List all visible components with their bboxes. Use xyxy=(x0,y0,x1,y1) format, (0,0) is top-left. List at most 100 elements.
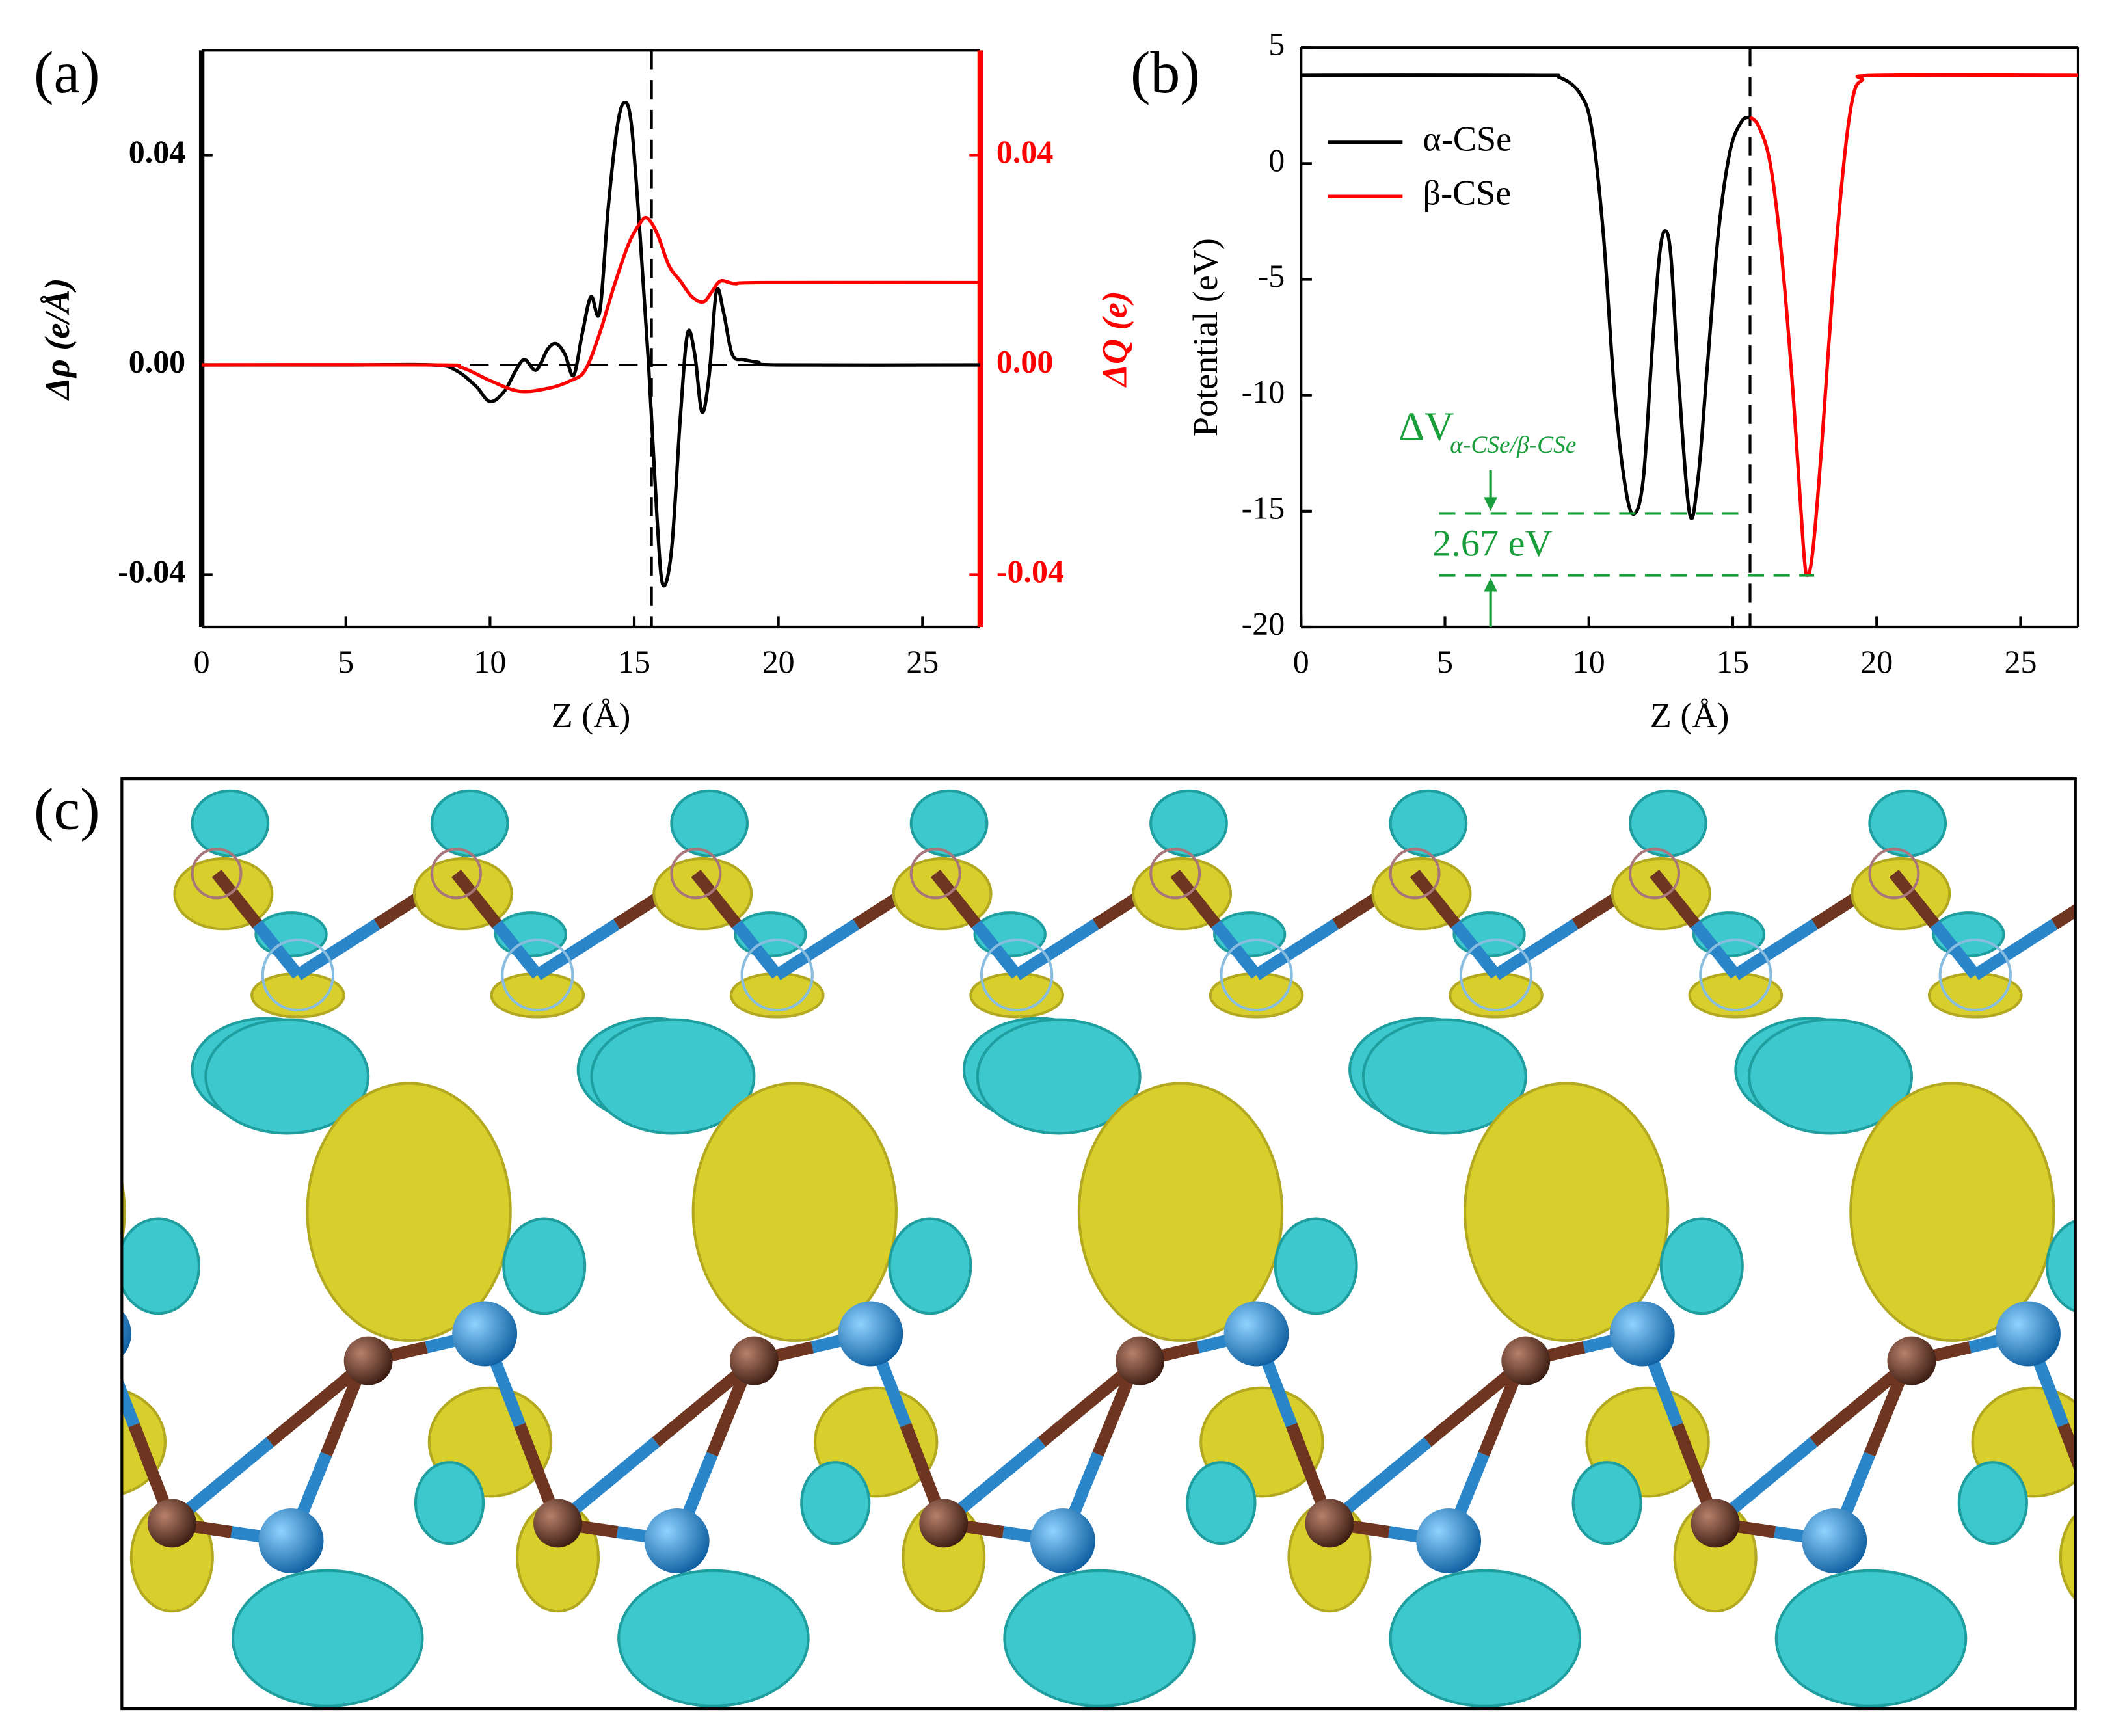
bond xyxy=(2057,1422,2076,1474)
charge-blob xyxy=(800,1461,871,1545)
series-line xyxy=(202,215,980,394)
atom xyxy=(1691,1499,1740,1548)
bond xyxy=(1930,920,1981,979)
arrow-head xyxy=(1484,497,1498,511)
bond xyxy=(492,920,542,979)
bond xyxy=(1170,869,1221,928)
charge-blob xyxy=(976,1018,1142,1135)
bond xyxy=(1478,1365,1525,1457)
y-axis-label: Δρ (e/Å) xyxy=(38,278,77,401)
charge-blob xyxy=(1186,1461,1257,1545)
bond xyxy=(1253,918,1339,980)
x-axis-label: Z (Å) xyxy=(1650,696,1730,735)
bond xyxy=(1492,918,1579,980)
x-tick-label: 20 xyxy=(762,643,795,680)
x-axis-label: Z (Å) xyxy=(552,696,631,735)
bond xyxy=(534,918,621,980)
panel-label: (b) xyxy=(1130,39,1200,105)
charge-blob xyxy=(2059,1513,2076,1601)
bond xyxy=(1450,920,1501,979)
atom xyxy=(452,1301,518,1367)
charge-blob xyxy=(1149,789,1228,857)
charge-blob xyxy=(1571,1461,1642,1545)
bond xyxy=(1650,869,1700,928)
charge-blob xyxy=(1003,1569,1196,1707)
atom-marker xyxy=(670,848,722,900)
atom-marker xyxy=(430,848,482,900)
atom xyxy=(343,1336,393,1385)
bond xyxy=(320,1365,368,1457)
bond xyxy=(1732,918,1819,980)
charge-blob xyxy=(191,789,270,857)
charge-blob xyxy=(231,1569,424,1707)
x-tick-label: 25 xyxy=(906,643,939,680)
bond xyxy=(773,918,860,980)
bond xyxy=(1972,918,2058,980)
bond xyxy=(691,869,742,928)
atom xyxy=(2077,1499,2112,1547)
arrow-head xyxy=(1484,578,1498,592)
bond xyxy=(211,869,262,928)
atom xyxy=(838,1301,903,1367)
charge-blob xyxy=(1748,1018,1914,1135)
series-line xyxy=(202,100,980,588)
atom xyxy=(533,1499,583,1548)
charge-blob xyxy=(909,789,989,857)
y-tick-label: -15 xyxy=(1242,489,1285,526)
charge-blob xyxy=(30,1462,98,1543)
charge-blob xyxy=(1361,1018,1527,1135)
bond xyxy=(1210,920,1261,979)
charge-blob xyxy=(590,1018,756,1135)
atom-marker xyxy=(1868,848,1920,900)
bond xyxy=(971,920,1022,979)
charge-blob xyxy=(1389,789,1468,857)
atom xyxy=(147,1499,196,1548)
y-tick-label: 5 xyxy=(1268,26,1285,62)
atom-marker xyxy=(1699,938,1772,1012)
bond xyxy=(2051,903,2076,929)
atom xyxy=(0,1337,7,1385)
atom xyxy=(1416,1508,1482,1573)
bond xyxy=(40,1334,99,1348)
atom-marker xyxy=(1938,938,2012,1012)
bond xyxy=(2101,1523,2112,1532)
atom-marker xyxy=(1149,848,1201,900)
y-axis-label: Potential (eV) xyxy=(1186,238,1225,436)
atom xyxy=(1030,1508,1095,1573)
charge-blob xyxy=(1659,1217,1744,1315)
legend-label: β-CSe xyxy=(1423,174,1512,213)
charge-blob xyxy=(414,1461,485,1545)
charge-blob xyxy=(1077,1082,1284,1342)
series-line xyxy=(1748,73,2078,578)
legend-label: α-CSe xyxy=(1423,119,1512,158)
bond xyxy=(122,1376,140,1428)
bond xyxy=(2101,1442,2112,1523)
charge-blob xyxy=(1957,1461,2028,1545)
structure-image xyxy=(0,789,2112,1707)
charge-blob xyxy=(670,789,749,857)
bond xyxy=(1864,1365,1911,1457)
atom-marker xyxy=(1628,848,1681,900)
bond xyxy=(451,869,502,928)
charge-blob xyxy=(430,789,509,857)
annotation-value: 2.67 eV xyxy=(1432,522,1552,565)
y-tick-label: 0.04 xyxy=(129,133,185,170)
atom xyxy=(1609,1301,1675,1367)
y2-tick-label: -0.04 xyxy=(996,553,1064,589)
x-tick-label: 5 xyxy=(1437,643,1453,680)
atom xyxy=(919,1499,969,1548)
y-tick-label: -5 xyxy=(1258,258,1285,294)
atom xyxy=(1116,1336,1165,1385)
x-tick-label: 10 xyxy=(474,643,506,680)
y-tick-label: -20 xyxy=(1242,605,1285,641)
x-tick-label: 15 xyxy=(1717,643,1749,680)
atom-marker xyxy=(1389,848,1441,900)
annotation-subscript: α-CSe/β-CSe xyxy=(1450,432,1576,459)
bond xyxy=(706,1365,753,1457)
charge-blob xyxy=(691,1082,898,1342)
bond xyxy=(731,920,782,979)
atom-marker xyxy=(980,938,1054,1012)
atom-marker xyxy=(261,938,335,1012)
charge-blob xyxy=(204,1018,370,1135)
